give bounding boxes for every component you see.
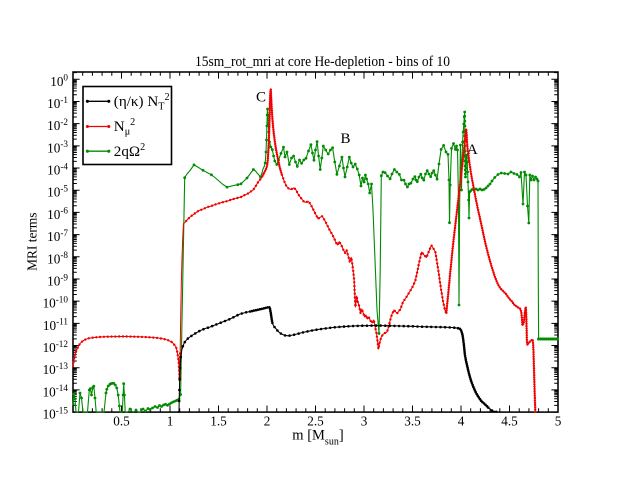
svg-text:4: 4 bbox=[458, 414, 465, 429]
svg-text:1: 1 bbox=[167, 414, 174, 429]
svg-text:15sm_rot_mri at core He-deplet: 15sm_rot_mri at core He-depletion - bins… bbox=[195, 53, 450, 70]
svg-text:5: 5 bbox=[555, 414, 562, 429]
svg-text:Nμ2: Nμ2 bbox=[114, 117, 135, 137]
svg-text:2.5: 2.5 bbox=[307, 414, 324, 429]
svg-text:MRI terms: MRI terms bbox=[25, 212, 40, 270]
svg-text:1.5: 1.5 bbox=[210, 414, 227, 429]
svg-text:C: C bbox=[256, 89, 266, 105]
svg-text:B: B bbox=[340, 131, 350, 147]
svg-text:(η/κ) NT2: (η/κ) NT2 bbox=[114, 92, 170, 112]
svg-text:2: 2 bbox=[264, 414, 271, 429]
svg-text:2qΩ2: 2qΩ2 bbox=[114, 142, 145, 160]
svg-text:4.5: 4.5 bbox=[501, 414, 518, 429]
svg-text:A: A bbox=[467, 142, 478, 158]
svg-text:3.5: 3.5 bbox=[404, 414, 421, 429]
svg-text:0.5: 0.5 bbox=[113, 414, 130, 429]
svg-text:3: 3 bbox=[361, 414, 368, 429]
